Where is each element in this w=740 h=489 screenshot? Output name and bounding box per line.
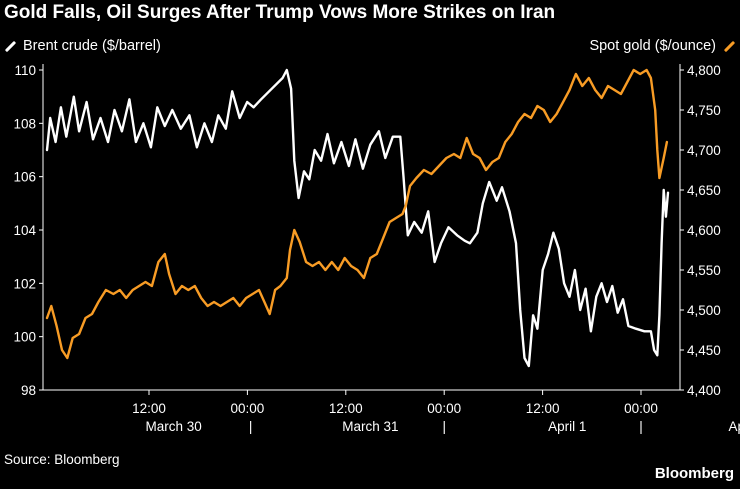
x-group-label: April 1: [548, 419, 586, 434]
right-tick-label: 4,650: [687, 183, 721, 198]
left-tick-label: 100: [13, 330, 36, 345]
left-tick-label: 102: [13, 276, 36, 291]
x-tick-label: 12:00: [132, 401, 166, 416]
left-tick-label: 98: [21, 383, 36, 398]
legend-gold: Spot gold ($/ounce): [589, 38, 736, 54]
right-tick-label: 4,750: [687, 103, 721, 118]
x-tick-label: 12:00: [329, 401, 363, 416]
x-group-label: April 2: [728, 419, 740, 434]
right-tick-label: 4,400: [687, 383, 721, 398]
x-group-divider: |: [442, 419, 446, 434]
legend-brent: Brent crude ($/barrel): [4, 38, 161, 54]
x-tick-label: 00:00: [624, 401, 658, 416]
x-group-divider: |: [639, 419, 643, 434]
spot-gold-line: [45, 68, 669, 360]
right-tick-label: 4,800: [687, 63, 721, 78]
x-group-label: March 31: [342, 419, 398, 434]
source-note: Source: Bloomberg: [4, 452, 120, 467]
right-tick-label: 4,500: [687, 303, 721, 318]
right-tick-label: 4,450: [687, 343, 721, 358]
left-tick-label: 110: [14, 63, 36, 78]
x-tick-label: 00:00: [231, 401, 265, 416]
x-tick-label: 12:00: [526, 401, 560, 416]
x-tick-label: 00:00: [427, 401, 461, 416]
left-tick-label: 108: [13, 116, 36, 131]
right-tick-label: 4,600: [687, 223, 721, 238]
bloomberg-logo: Bloomberg: [654, 465, 734, 482]
right-tick-label: 4,550: [687, 263, 721, 278]
legend-gold-label: Spot gold ($/ounce): [589, 38, 716, 54]
brent-crude-line: [45, 68, 670, 368]
chart-title: Gold Falls, Oil Surges After Trump Vows …: [4, 2, 556, 23]
left-tick-label: 106: [13, 170, 36, 185]
left-tick-label: 104: [13, 223, 36, 238]
legend-brent-label: Brent crude ($/barrel): [23, 38, 161, 54]
right-tick-label: 4,700: [687, 143, 721, 158]
x-group-divider: |: [249, 419, 253, 434]
x-group-label: March 30: [145, 419, 201, 434]
